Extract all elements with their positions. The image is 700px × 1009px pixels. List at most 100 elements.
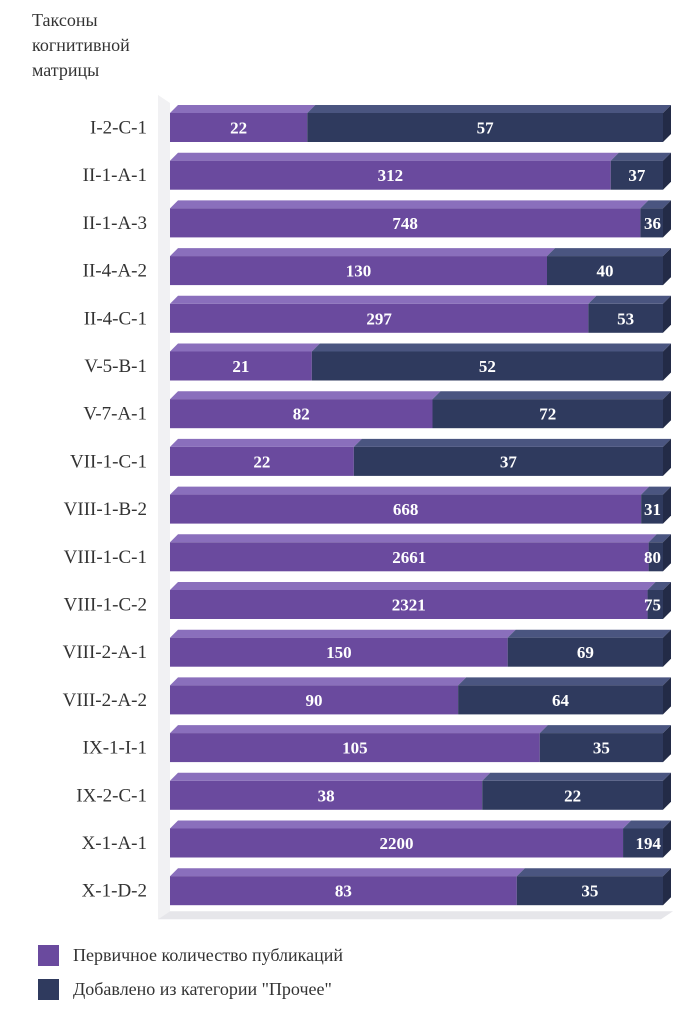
bar-side (663, 200, 671, 238)
bar-segment-added (353, 446, 663, 476)
axis-title: Таксоны когнитивной матрицы (32, 10, 130, 80)
bar-top-added (547, 248, 671, 257)
bar-top-primary (170, 582, 656, 590)
bar-segment-primary (170, 446, 354, 476)
bar-side (663, 534, 671, 572)
bar-top-added (432, 391, 671, 400)
legend-item-primary: Первичное количество публикаций (38, 938, 343, 972)
value-label-primary: 748 (392, 214, 418, 233)
bar-segment-added (482, 780, 663, 810)
value-label-added: 194 (636, 834, 662, 853)
bar-segment-primary (170, 399, 433, 429)
legend-label-added: Добавлено из категории "Прочее" (73, 978, 332, 999)
legend-swatch-primary (38, 944, 59, 966)
bar-side (663, 391, 671, 429)
bar-segment-added (647, 590, 663, 619)
bar-segment-added (610, 160, 663, 190)
value-label-added: 64 (552, 691, 570, 710)
legend-swatch-added (38, 978, 59, 1000)
value-label-added: 53 (617, 309, 634, 328)
value-label-primary: 38 (318, 786, 335, 805)
bar-segment-primary (170, 113, 308, 142)
bar-segment-primary (170, 256, 547, 286)
bar-top-primary (170, 295, 597, 304)
value-label-primary: 21 (232, 357, 249, 376)
bar-segment-primary (170, 303, 589, 333)
bar-segment-added (432, 399, 663, 429)
legend-item-added: Добавлено из категории "Прочее" (38, 972, 343, 1006)
category-label: V-7-A-1 (83, 404, 147, 425)
category-label: X-1-A-1 (82, 833, 147, 854)
value-label-primary: 130 (346, 262, 372, 281)
bar-row-VIII-1-B-2: VIII-1-B-2 668 31 (64, 486, 671, 524)
bar-segment-primary (170, 542, 649, 572)
value-label-primary: 2200 (380, 834, 414, 853)
bar-top-added (647, 582, 671, 590)
category-label: VIII-1-C-2 (64, 595, 147, 616)
bar-row-IX-2-C-1: IX-2-C-1 38 22 (76, 772, 671, 810)
value-label-added: 35 (581, 882, 598, 901)
bar-top-primary (170, 486, 650, 495)
value-label-primary: 82 (293, 405, 310, 424)
bar-row-VIII-1-C-2: VIII-1-C-2 2321 75 (64, 582, 671, 619)
bar-top-primary (170, 725, 548, 734)
bar-segment-primary (170, 208, 641, 238)
bar-segment-added (307, 113, 663, 142)
category-label: VII-1-C-1 (70, 451, 147, 472)
bar-top-primary (170, 534, 657, 543)
bar-segment-primary (170, 685, 459, 715)
value-label-added: 75 (644, 596, 661, 615)
category-label: VIII-2-A-2 (63, 690, 147, 711)
bar-segment-added (641, 494, 663, 524)
bar-row-VII-1-C-1: VII-1-C-1 22 37 (70, 438, 671, 476)
bar-top-primary (170, 152, 619, 161)
bar-top-primary (170, 200, 649, 209)
chart-side-wall (158, 95, 170, 920)
bar-top-added (307, 105, 671, 113)
bar-row-VIII-1-C-1: VIII-1-C-1 2661 80 (64, 534, 671, 572)
value-label-added: 52 (479, 357, 496, 376)
bar-segment-primary (170, 590, 648, 619)
value-label-primary: 83 (335, 882, 352, 901)
bar-row-II-1-A-3: II-1-A-3 748 36 (83, 200, 671, 238)
bar-segment-added (507, 637, 663, 667)
bar-side (663, 152, 671, 190)
value-label-primary: 150 (326, 643, 352, 662)
value-label-primary: 22 (230, 119, 247, 138)
bar-top-added (648, 534, 671, 543)
bar-top-added (482, 772, 671, 781)
category-label: IX-2-C-1 (76, 785, 147, 806)
bar-side (663, 868, 671, 906)
category-label: II-1-A-1 (83, 165, 147, 186)
bar-top-primary (170, 772, 491, 781)
category-label: IX-1-I-1 (83, 738, 147, 759)
bar-segment-added (588, 303, 663, 333)
value-label-added: 72 (539, 405, 556, 424)
bar-top-added (623, 820, 671, 829)
bar-top-added (640, 200, 671, 209)
bar-row-VIII-2-A-1: VIII-2-A-1 150 69 (63, 629, 671, 667)
bar-segment-primary (170, 828, 624, 858)
bar-segment-added (516, 876, 663, 906)
bar-top-primary (170, 248, 555, 257)
bar-side (663, 725, 671, 763)
bar-side (663, 248, 671, 286)
category-label: I-2-C-1 (90, 118, 147, 139)
category-label: VIII-2-A-1 (63, 642, 147, 663)
value-label-added: 37 (628, 166, 646, 185)
value-label-primary: 297 (366, 309, 392, 328)
bar-row-II-4-C-1: II-4-C-1 297 53 (84, 295, 671, 333)
bar-top-added (507, 629, 671, 638)
bar-segment-added (547, 256, 663, 286)
value-label-added: 35 (593, 739, 610, 758)
bar-segment-added (311, 351, 663, 381)
legend: Первичное количество публикаций Добавлен… (38, 938, 343, 1006)
value-label-added: 37 (500, 452, 518, 471)
bar-row-II-1-A-1: II-1-A-1 312 37 (83, 152, 671, 190)
bar-top-primary (170, 868, 525, 877)
value-label-primary: 90 (306, 691, 323, 710)
bar-row-X-1-A-1: X-1-A-1 2200 194 (82, 820, 671, 858)
value-label-added: 69 (577, 643, 594, 662)
bar-row-X-1-D-2: X-1-D-2 83 35 (82, 868, 671, 906)
